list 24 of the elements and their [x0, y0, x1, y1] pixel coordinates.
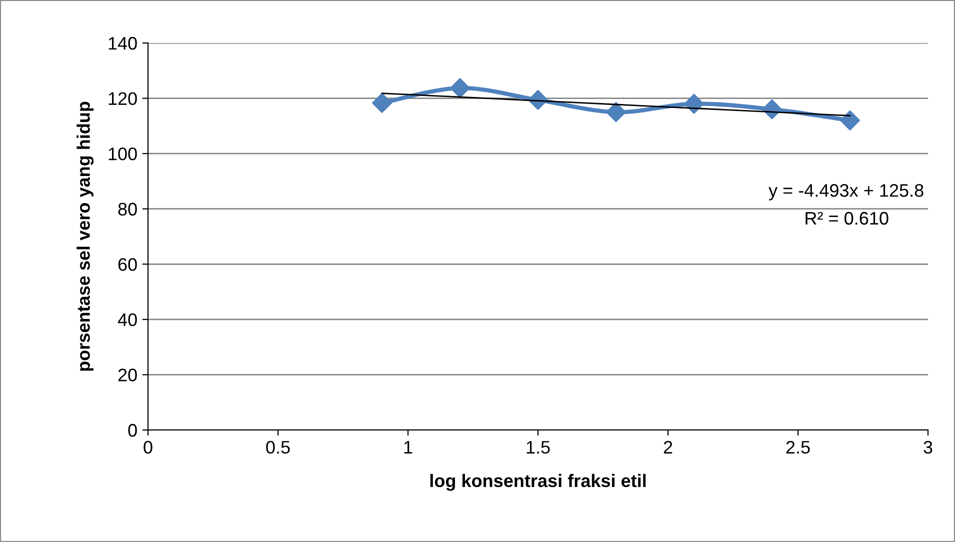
- x-tick-label: 3: [924, 440, 932, 454]
- y-axis-title: porsentase sel vero yang hidup: [76, 102, 94, 371]
- x-tick-label: 1: [404, 441, 412, 454]
- point: [450, 78, 470, 98]
- point: [840, 110, 860, 130]
- point: [684, 94, 704, 114]
- x-tick-label: 0: [144, 440, 152, 454]
- y-tick-label: 140: [108, 36, 137, 50]
- x-axis-title: log konsentrasi fraksi etil: [430, 474, 646, 491]
- x-tick-label: 0.5: [266, 440, 290, 454]
- y-tick-label: 40: [118, 313, 137, 326]
- annotation: R² = 0.610: [806, 212, 888, 225]
- point: [606, 102, 626, 122]
- y-tick-label: 100: [108, 148, 137, 160]
- point: [372, 92, 392, 113]
- annotation: y = -4.493x + 125.8: [768, 184, 924, 200]
- y-tick-label: 20: [118, 368, 137, 382]
- x-tick-label: 2.5: [786, 440, 810, 454]
- x-tick-label: 1.5: [526, 441, 550, 454]
- y-tick-label: 80: [118, 202, 137, 216]
- y-tick-label: 0: [128, 424, 137, 437]
- y-tick-label: 120: [108, 92, 137, 106]
- y-tick-label: 60: [118, 258, 137, 271]
- x-tick-label: 2: [664, 440, 672, 454]
